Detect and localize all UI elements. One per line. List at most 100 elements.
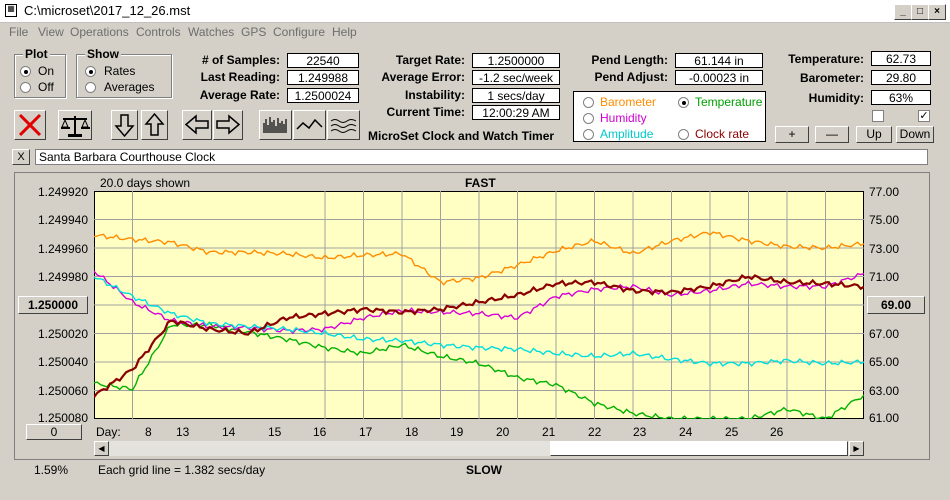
plot-off-label[interactable]: Off (38, 80, 54, 94)
close-window-button[interactable]: × (928, 4, 946, 20)
plot-off-radio[interactable] (20, 82, 31, 93)
day-tick-label: 18 (405, 425, 419, 439)
average-error-value: -1.2 sec/week (472, 70, 560, 85)
instability-value: 1 secs/day (472, 88, 560, 103)
humidity-value-label: Humidity: (808, 91, 864, 105)
show-rates-radio[interactable] (85, 66, 96, 77)
bars-view-button[interactable] (259, 110, 292, 140)
maximize-button[interactable]: □ (911, 4, 929, 20)
horizontal-scrollbar[interactable]: ◀ ▶ (94, 441, 864, 456)
series-line-barometer (94, 231, 864, 286)
up-button[interactable]: Up (856, 126, 892, 143)
barometer-value: 29.80 (871, 70, 931, 85)
day-tick-label: 13 (176, 425, 190, 439)
target-rate-label: Target Rate: (395, 53, 465, 67)
target-rate-value: 1.2500000 (472, 53, 560, 68)
stop-button[interactable] (14, 110, 46, 140)
app-name-label: MicroSet Clock and Watch Timer (368, 129, 555, 143)
barometer-radio[interactable] (583, 97, 594, 108)
humidity-radio[interactable] (583, 113, 594, 124)
left-bottom-button[interactable]: 0 (26, 424, 82, 440)
show-averages-radio[interactable] (85, 82, 96, 93)
right-tick-label: 61.00 (869, 411, 900, 425)
show-group: Show Rates Averages (76, 47, 172, 98)
last-reading-value: 1.249988 (287, 70, 359, 85)
right-checkbox[interactable]: ✓ (918, 110, 930, 122)
temperature-radio[interactable] (678, 97, 689, 108)
humidity-option-label[interactable]: Humidity (600, 111, 647, 125)
menu-controls[interactable]: Controls (136, 25, 181, 39)
clock-name-field[interactable]: Santa Barbara Courthouse Clock (35, 149, 928, 165)
show-averages-label[interactable]: Averages (104, 80, 155, 94)
grid-lines (94, 191, 864, 419)
menu-gps[interactable]: GPS (241, 25, 267, 39)
menu-operations[interactable]: Operations (70, 25, 129, 39)
menu-help[interactable]: Help (332, 25, 357, 39)
average-error-label: Average Error: (381, 70, 465, 84)
temperature-option-label[interactable]: Temperature (695, 95, 763, 109)
left-tick-label: 1.250040 (37, 355, 88, 369)
day-tick-label: 21 (542, 425, 556, 439)
down-arrow-button[interactable] (111, 110, 138, 140)
window-title: C:\microset\2017_12_26.mst (24, 3, 191, 18)
app-icon[interactable]: ▦ (5, 4, 17, 17)
days-shown-label: 20.0 days shown (100, 176, 191, 190)
pend-adjust-label: Pend Adjust: (594, 70, 668, 84)
pend-length-value: 61.144 in (675, 53, 763, 68)
series-line-humidity (94, 270, 864, 335)
arrow-right-icon (216, 114, 241, 135)
average-rate-value: 1.2500024 (287, 88, 359, 103)
amplitude-label[interactable]: Amplitude (600, 127, 654, 141)
arrow-down-icon (114, 114, 135, 138)
show-rates-label[interactable]: Rates (104, 64, 136, 78)
series-line-clock-rate (94, 273, 864, 398)
left-center-button[interactable]: 1.250000 (18, 296, 88, 314)
wave-view-button[interactable] (293, 110, 326, 140)
plus-button[interactable]: + (775, 126, 809, 143)
day-tick-label: 17 (359, 425, 373, 439)
left-tick-label: 1.249960 (37, 242, 88, 256)
barometer-label[interactable]: Barometer (600, 95, 657, 109)
temperature-label: Temperature: (788, 52, 864, 66)
right-tick-label: 73.00 (869, 242, 900, 256)
clock-rate-label[interactable]: Clock rate (695, 127, 750, 141)
pend-adjust-value: -0.00023 in (675, 70, 763, 85)
red-x-icon (18, 113, 42, 137)
balance-button[interactable] (58, 110, 92, 140)
grid-note-label: Each grid line = 1.382 secs/day (98, 463, 266, 477)
day-tick-label: 22 (588, 425, 602, 439)
amplitude-radio[interactable] (583, 129, 594, 140)
show-group-title: Show (85, 47, 121, 61)
multiwave-view-button[interactable] (327, 110, 360, 140)
minus-button[interactable]: — (815, 126, 849, 143)
plot-on-label[interactable]: On (38, 64, 55, 78)
multi-wave-icon (330, 119, 357, 133)
last-reading-label: Last Reading: (200, 70, 280, 84)
clock-rate-radio[interactable] (678, 129, 689, 140)
menu-bar: File View Operations Controls Watches GP… (0, 23, 950, 41)
right-arrow-button[interactable] (213, 110, 243, 140)
up-arrow-button[interactable] (141, 110, 168, 140)
menu-configure[interactable]: Configure (273, 25, 326, 39)
left-arrow-button[interactable] (182, 110, 212, 140)
menu-watches[interactable]: Watches (188, 25, 235, 39)
balance-scale-icon (61, 116, 90, 137)
left-tick-label: 1.249940 (37, 213, 88, 227)
rate-chart[interactable] (94, 191, 864, 419)
right-center-button[interactable]: 69.00 (867, 296, 925, 314)
scroll-left-button[interactable]: ◀ (94, 441, 109, 456)
minimize-button[interactable]: _ (894, 4, 912, 20)
series-line-amplitude (94, 277, 864, 368)
left-checkbox[interactable] (872, 110, 884, 122)
scroll-thumb[interactable] (550, 441, 848, 456)
down-button[interactable]: Down (896, 126, 934, 143)
right-tick-label: 65.00 (869, 355, 900, 369)
percent-label: 1.59% (34, 463, 69, 477)
scroll-right-button[interactable]: ▶ (849, 441, 864, 456)
average-rate-label: Average Rate: (199, 88, 280, 102)
plot-on-radio[interactable] (20, 66, 31, 77)
left-tick-label: 1.250080 (37, 411, 88, 425)
clear-clock-button[interactable]: X (12, 149, 30, 165)
menu-view[interactable]: View (38, 25, 64, 39)
menu-file[interactable]: File (9, 25, 29, 39)
